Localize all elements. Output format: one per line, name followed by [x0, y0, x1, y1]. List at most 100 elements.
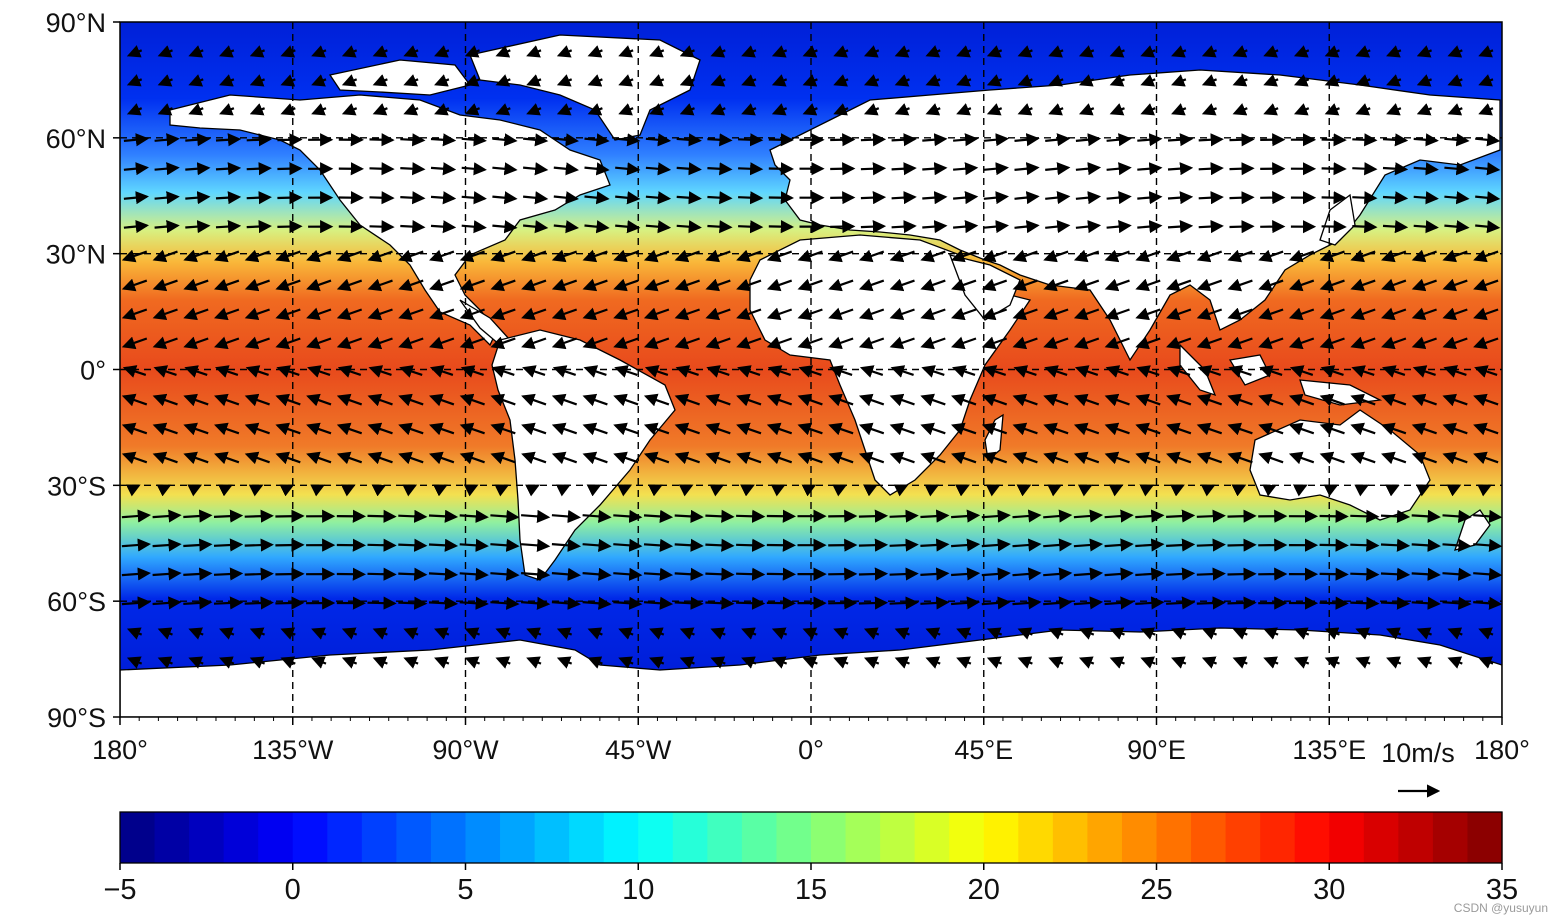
wind-arrow [429, 365, 454, 378]
wind-arrow [1478, 74, 1494, 87]
wind-arrow [1196, 307, 1223, 321]
wind-arrow [1137, 133, 1163, 147]
wind-arrow [1442, 596, 1472, 610]
wind-arrow [551, 538, 581, 552]
colorbar-segment [1156, 812, 1192, 863]
wind-arrow [398, 393, 424, 407]
x-tick-label: 90°E [1127, 735, 1186, 765]
wind-arrow [797, 307, 823, 321]
wind-arrow [183, 596, 213, 610]
wind-arrow [1411, 422, 1437, 436]
wind-arrow [1263, 103, 1279, 116]
wind-arrow [587, 45, 603, 58]
wind-arrow [341, 74, 358, 87]
wind-arrow [1109, 74, 1125, 87]
wind-arrow [768, 220, 794, 234]
wind-arrow [369, 133, 395, 147]
colorbar-segment [638, 812, 674, 863]
wind-arrow [920, 567, 950, 581]
wind-arrow [490, 249, 516, 263]
colorbar-segment [120, 812, 156, 863]
wind-arrow [1017, 45, 1033, 58]
wind-arrow [613, 336, 639, 350]
wind-arrow [213, 538, 244, 552]
wind-arrow [828, 307, 854, 321]
wind-arrow [244, 422, 270, 436]
wind-arrow [121, 249, 148, 263]
wind-arrow [459, 393, 485, 407]
wind-arrow [676, 191, 702, 205]
wind-arrow [154, 133, 180, 147]
wind-arrow [582, 567, 612, 581]
wind-arrow [555, 484, 571, 497]
wind-arrow [1014, 133, 1040, 147]
wind-arrow [1262, 484, 1277, 497]
colorbar-segment [845, 812, 881, 863]
wind-arrow [311, 103, 327, 116]
wind-arrow [433, 484, 448, 497]
wind-arrow [802, 74, 818, 87]
wind-arrow [551, 393, 578, 407]
wind-arrow [1258, 422, 1284, 436]
wind-arrow [249, 74, 266, 87]
wind-arrow [921, 365, 945, 378]
wind-arrow [771, 627, 788, 640]
wind-arrow [521, 307, 547, 321]
wind-arrow [185, 133, 211, 147]
wind-arrow [889, 567, 919, 581]
wind-arrow [280, 103, 296, 116]
wind-arrow [920, 393, 946, 407]
wind-arrow [643, 307, 670, 321]
wind-arrow [645, 220, 672, 234]
wind-arrow [553, 162, 579, 176]
wind-arrow [1196, 596, 1226, 610]
wind-arrow [582, 422, 608, 436]
wind-arrow [215, 162, 242, 176]
wind-arrow [214, 336, 240, 350]
wind-arrow [372, 656, 388, 669]
wind-arrow [219, 627, 235, 640]
wind-arrow [925, 656, 941, 669]
wind-arrow [981, 538, 1011, 552]
wind-arrow [551, 336, 578, 350]
wind-arrow [833, 627, 849, 640]
wind-arrow [1104, 567, 1134, 581]
wind-arrow [1014, 220, 1040, 234]
wind-arrow [434, 656, 450, 669]
wind-arrow [490, 278, 516, 292]
wind-arrow [526, 656, 542, 669]
wind-arrow [275, 422, 301, 436]
wind-arrow [1444, 162, 1470, 176]
colorbar [120, 812, 1503, 863]
wind-arrow [587, 74, 603, 87]
wind-arrow [1074, 365, 1099, 378]
wind-arrow [925, 45, 941, 58]
wind-arrow [736, 249, 762, 263]
wind-arrow [1197, 365, 1222, 378]
wind-arrow [1263, 74, 1279, 87]
wind-arrow [1167, 162, 1194, 176]
wind-arrow [1135, 393, 1161, 407]
wind-arrow [893, 484, 909, 497]
wind-arrow [1442, 393, 1468, 407]
wind-arrow [156, 484, 172, 497]
colorbar-segment [258, 812, 294, 863]
wind-arrow [828, 451, 854, 465]
wind-arrow [214, 393, 240, 407]
wind-arrow [1473, 538, 1503, 552]
wind-arrow [736, 422, 762, 436]
colorbar-segment [292, 812, 328, 863]
wind-arrow [1380, 538, 1411, 552]
wind-arrow [367, 249, 393, 263]
wind-arrow [1012, 451, 1038, 465]
wind-arrow [1017, 103, 1033, 116]
wind-arrow [215, 365, 239, 378]
wind-arrow [618, 45, 634, 58]
wind-arrow [766, 307, 793, 321]
x-tick-label: 45°W [605, 735, 672, 765]
wind-arrow [674, 307, 700, 321]
wind-arrow [889, 278, 915, 292]
wind-arrow [1104, 509, 1134, 523]
wind-arrow [459, 451, 485, 465]
wind-arrow [710, 103, 726, 116]
